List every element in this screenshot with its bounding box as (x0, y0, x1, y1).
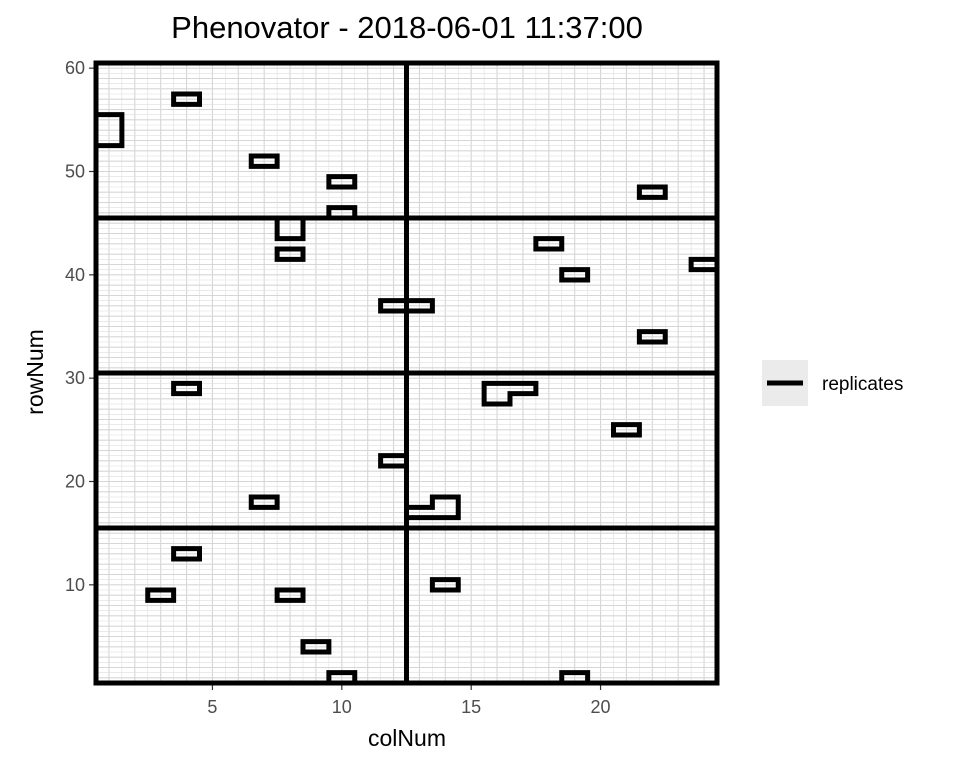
y-axis-title: rowNum (22, 329, 48, 415)
legend: replicates (762, 360, 903, 406)
y-tick-label: 50 (65, 162, 85, 182)
x-axis: 5 10 15 20 (207, 685, 611, 717)
legend-label: replicates (822, 374, 903, 395)
y-axis: 10 20 30 40 50 60 (65, 58, 94, 595)
replicate-boundaries (93, 60, 720, 686)
x-tick-label: 10 (332, 697, 352, 717)
x-tick-label: 15 (461, 697, 481, 717)
replicate-cells-outline (93, 91, 720, 686)
x-axis-title: colNum (368, 725, 446, 751)
highlighted-cells (93, 91, 720, 686)
y-tick-label: 10 (65, 575, 85, 595)
chart-title: Phenovator - 2018-06-01 11:37:00 (171, 10, 643, 45)
y-tick-label: 20 (65, 472, 85, 492)
y-tick-label: 60 (65, 58, 85, 78)
x-tick-label: 20 (591, 697, 611, 717)
x-tick-label: 5 (207, 697, 217, 717)
y-tick-label: 40 (65, 265, 85, 285)
y-tick-label: 30 (65, 368, 85, 388)
